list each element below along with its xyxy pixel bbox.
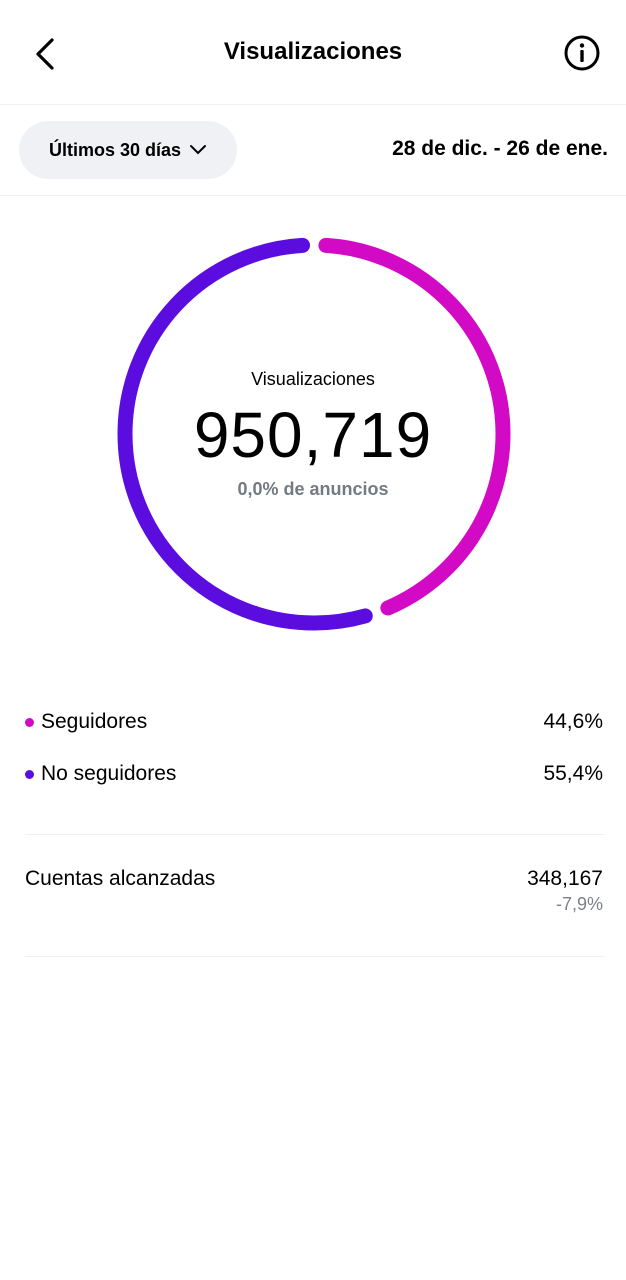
info-icon[interactable] [564, 35, 600, 71]
legend-row-non-followers: No seguidores 55,4% [25, 762, 603, 786]
reach-change: -7,9% [555, 894, 603, 914]
legend-value: 55,4% [543, 762, 603, 785]
legend-value: 44,6% [543, 710, 603, 733]
chevron-left-icon[interactable] [30, 36, 60, 72]
period-dropdown[interactable]: Últimos 30 días [19, 121, 237, 179]
followers-dot [25, 717, 34, 727]
reach-label: Cuentas alcanzadas [25, 867, 216, 890]
legend-label: Seguidores [41, 710, 148, 733]
ads-percentage: 0,0% de anuncios [237, 479, 389, 499]
legend-row-followers: Seguidores 44,6% [25, 710, 603, 734]
divider [25, 956, 605, 957]
non-followers-segment [117, 237, 511, 631]
chevron-down-icon [190, 145, 207, 155]
divider [25, 834, 605, 835]
date-range: 28 de dic. - 26 de ene. [392, 137, 608, 160]
summary-value: 950,719 [193, 399, 433, 471]
filter-bar: Últimos 30 días 28 de dic. - 26 de ene. [0, 105, 626, 196]
legend-label: No seguidores [41, 762, 177, 785]
non-followers-dot [25, 769, 34, 779]
summary-label: Visualizaciones [251, 369, 375, 389]
header: Visualizaciones [0, 0, 626, 105]
reach-row[interactable]: Cuentas alcanzadas 348,167 [25, 867, 603, 891]
page-title: Visualizaciones [223, 38, 403, 65]
donut-chart [117, 237, 511, 631]
period-label: Últimos 30 días [48, 139, 182, 160]
reach-value: 348,167 [527, 867, 603, 890]
followers-segment [117, 237, 511, 631]
